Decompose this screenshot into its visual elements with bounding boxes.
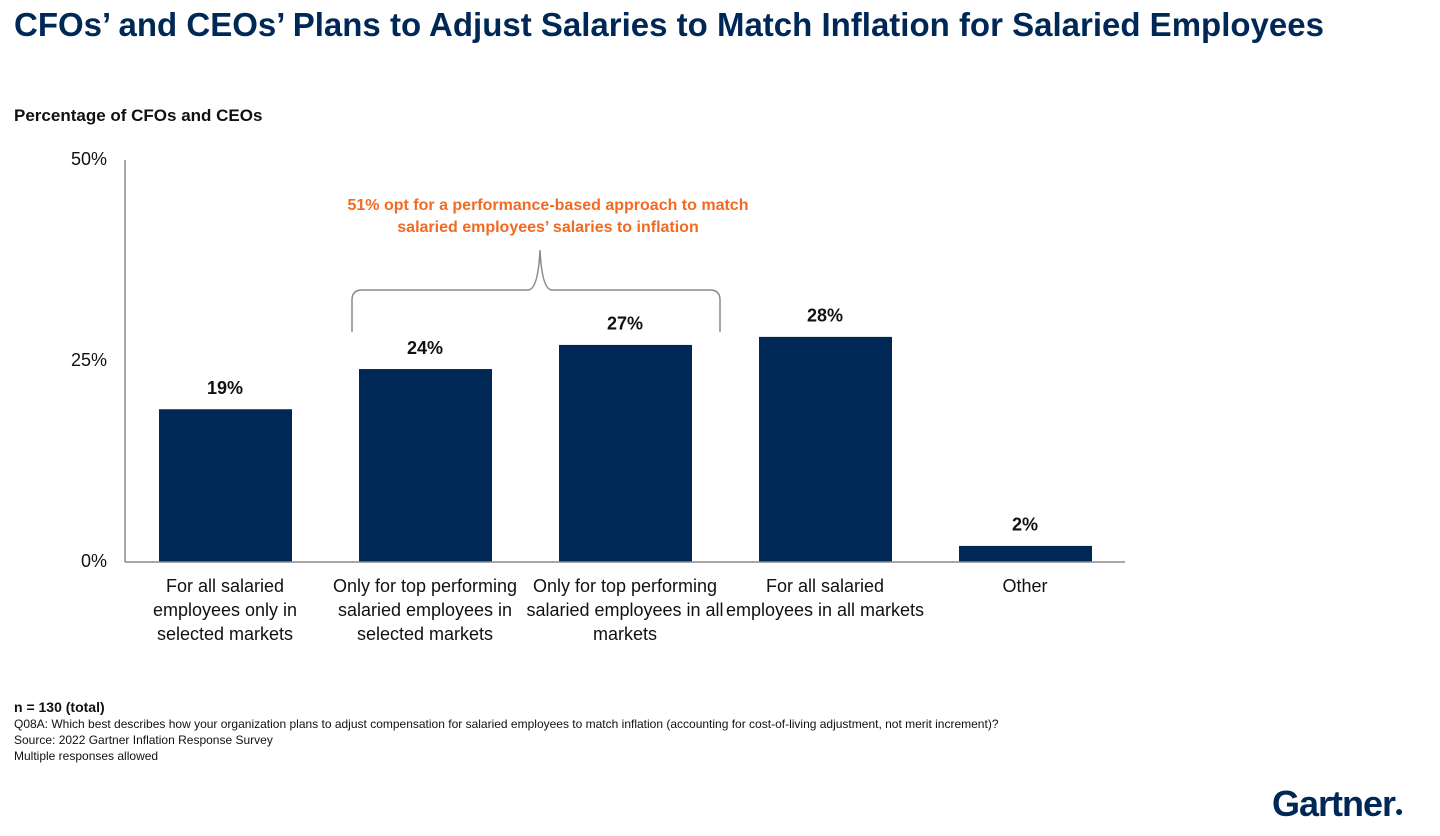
bar xyxy=(159,409,292,562)
bar xyxy=(959,545,1092,562)
y-tick-label: 0% xyxy=(81,551,107,571)
annotation: 51% opt for a performance-based approach… xyxy=(347,197,749,236)
value-label: 2% xyxy=(1012,515,1038,535)
footnote: Q08A: Which best describes how your orga… xyxy=(14,717,999,731)
chart-title: CFOs’ and CEOs’ Plans to Adjust Salaries… xyxy=(14,6,1324,43)
bar xyxy=(359,369,492,562)
y-tick-label: 50% xyxy=(71,149,107,169)
bar xyxy=(759,336,892,562)
x-tick-label: Only for top performing salaried employe… xyxy=(526,576,724,644)
value-label: 19% xyxy=(207,378,243,398)
footnotes: n = 130 (total) Q08A: Which best describe… xyxy=(14,698,1414,764)
y-tick-label: 25% xyxy=(71,350,107,370)
x-tick-label: Only for top performing salaried employe… xyxy=(332,576,518,644)
value-label: 28% xyxy=(807,306,843,326)
footnote: Source: 2022 Gartner Inflation Response … xyxy=(14,733,273,747)
x-tick-label: For all salaried employees in all market… xyxy=(725,576,925,620)
bracket xyxy=(351,249,721,332)
logo-text: Gartner xyxy=(1272,783,1396,824)
x-tick-label: For all salaried employees only in selec… xyxy=(152,576,298,644)
footnote: n = 130 (total) xyxy=(14,699,105,715)
chart-subtitle: Percentage of CFOs and CEOs xyxy=(14,106,263,125)
value-label: 27% xyxy=(607,314,643,334)
logo: Gartner● xyxy=(1272,783,1404,824)
value-label: 24% xyxy=(407,338,443,358)
footnote: Multiple responses allowed xyxy=(14,749,159,763)
bar xyxy=(559,344,692,562)
x-tick-label: Other xyxy=(1002,576,1048,596)
